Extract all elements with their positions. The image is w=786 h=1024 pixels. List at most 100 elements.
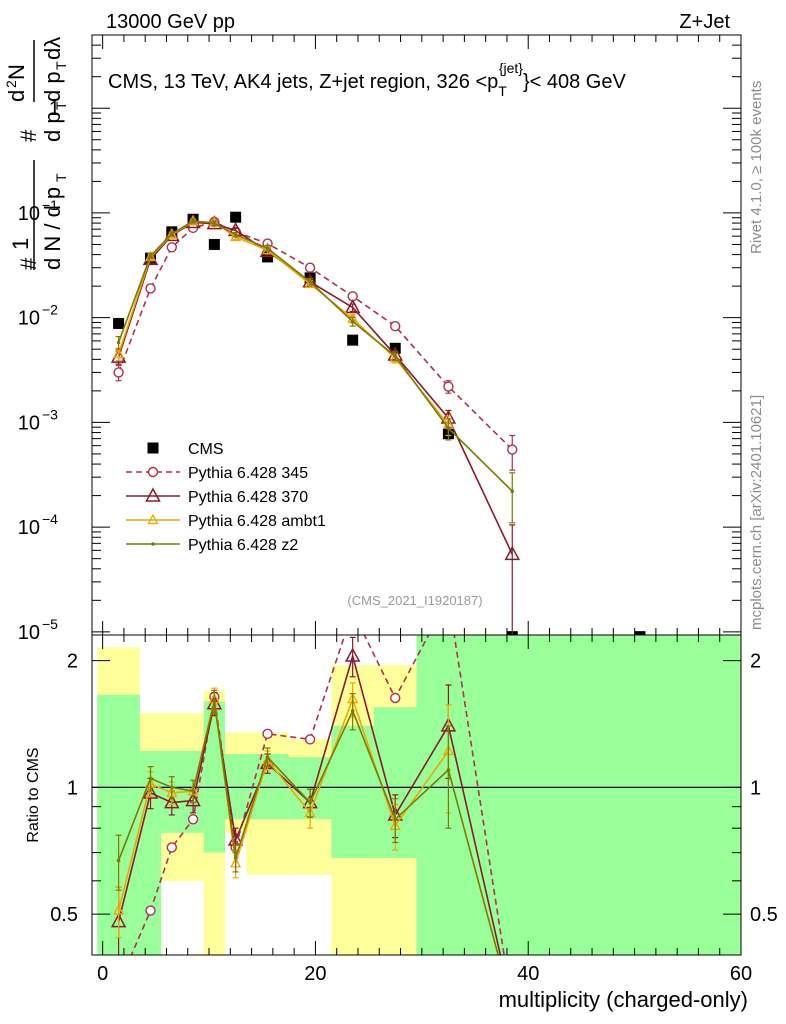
uncertainty-band-green [416,635,741,955]
svg-text:dλ: dλ [40,37,65,60]
main-y-tick-label: 10 [18,517,40,539]
pythia-z2-point [393,817,398,822]
cms-data-point [347,334,359,346]
pythia-345-point [114,980,123,989]
legend-label: Pythia 6.428 370 [188,489,308,506]
pythia-370-point [504,545,521,561]
pythia-z2-point [265,246,270,251]
ratio-y-tick-label-left: 0.5 [50,904,78,926]
cms-data-point [208,238,220,250]
pythia-345-point [145,283,156,294]
series-line [117,220,513,492]
pythia-370-point [344,647,361,662]
pythia-z2-point [116,858,121,863]
pythia-ambt1-point [113,904,125,915]
pythia-z2-point [393,354,398,358]
ratio-y-tick-label-left: 2 [67,651,78,673]
main-y-tick-label: 10 [18,308,40,330]
pythia-370-point [145,487,161,502]
pythia-z2-point [308,800,312,805]
pythia-345-point [507,444,518,455]
ratio-y-tick-label-right: 2 [750,651,761,673]
header-right-label: Z+Jet [679,11,730,33]
pythia-z2-point [233,856,238,860]
pythia-345-point [113,367,124,378]
main-y-tick-exponent: −2 [42,302,58,318]
main-y-tick-exponent: −3 [42,406,58,422]
pythia-z2-point [148,253,153,258]
pythia-345-point [390,320,401,332]
x-tick-label: 20 [304,963,326,985]
main-y-tick-label: 10 [18,203,40,225]
pythia-z2-point [116,340,121,345]
pythia-z2-point [169,785,174,790]
main-y-tick-label: 10 [18,412,40,434]
pythia-ambt1-point [208,216,220,227]
legend-label: Pythia 6.428 345 [188,465,308,482]
analysis-id-label: (CMS_2021_I1920187) [347,593,482,608]
series-line [117,701,499,955]
site-note: mcplots.cern.ch [arXiv:2401.10621] [748,395,765,630]
svg-text:d p: d p [40,111,65,142]
main-axis-ticks: 10 −510 −410 −310 −210 −11 [18,34,742,644]
pythia-z2-point [191,219,195,223]
pythia-z2-point [265,755,270,759]
x-axis-label: multiplicity (charged-only) [499,987,748,1012]
main-y-tick-label: 1 [49,98,60,120]
cms-data-point [147,442,159,454]
legend-label: Pythia 6.428 z2 [188,537,298,554]
svg-text:d N / d p: d N / d p [40,187,65,270]
ratio-plot-marks [92,635,741,989]
x-tick-label: 40 [517,963,539,985]
pythia-z2-point [151,542,155,546]
pythia-z2-point [350,319,355,324]
svg-text:#: # [16,257,41,270]
svg-text:N: N [4,64,29,80]
ratio-y-tick-label-right: 1 [750,777,761,799]
header-left-label: 13000 GeV pp [106,11,235,33]
svg-text:T: T [53,61,69,70]
pythia-ambt1-point [147,513,159,525]
pythia-z2-point [148,776,153,781]
x-tick-label: 0 [97,963,108,985]
main-y-tick-label: 10 [18,622,40,644]
pythia-345-point [166,242,177,253]
main-y-tick-exponent: −1 [42,197,58,213]
pythia-370-point [142,784,159,799]
ratio-y-tick-label-left: 1 [67,777,78,799]
pythia-z2-point [446,768,451,772]
svg-text:d p: d p [40,71,65,102]
x-tick-label: 60 [730,963,752,985]
pythia-z2-point [446,426,451,431]
pythia-370-point [164,794,180,809]
main-panel-background [92,35,741,635]
pythia-ambt1-point [144,250,157,262]
ratio-y-tick-label-right: 0.5 [750,904,778,926]
pythia-345-point [304,734,316,745]
pythia-z2-point [212,221,217,225]
main-y-tick-exponent: −4 [42,511,58,527]
pythia-z2-point [350,708,355,713]
ratio-y-axis-label: Ratio to CMS [25,747,42,842]
pythia-370-point [164,226,180,242]
pythia-345-point [262,728,273,740]
pythia-345-point [443,381,454,392]
pythia-345-point [187,814,199,825]
svg-text:#: # [16,129,41,142]
legend-label: Pythia 6.428 ambt1 [188,513,326,530]
svg-text:T: T [53,101,69,110]
ratio-axis-ticks: 0 20 40 60 0.5 0.5 1 1 2 2 [50,635,778,985]
series-line [130,635,505,955]
pythia-z2-point [233,232,238,237]
pythia-345-point [145,905,156,916]
rivet-version-note: Rivet 4.1.0, ≥ 100k events [748,81,765,254]
pythia-345-point [166,842,177,853]
pythia-ambt1-point [166,228,178,239]
pythia-ambt1-point [113,347,125,359]
cms-data-point [634,631,646,635]
pythia-z2-point [308,280,312,284]
main-y-axis-label: # 1 d N / d p T # d p T d 2 N d p T dλ [3,37,69,270]
pythia-z2-point [510,489,515,494]
pythia-345-point [390,692,401,704]
